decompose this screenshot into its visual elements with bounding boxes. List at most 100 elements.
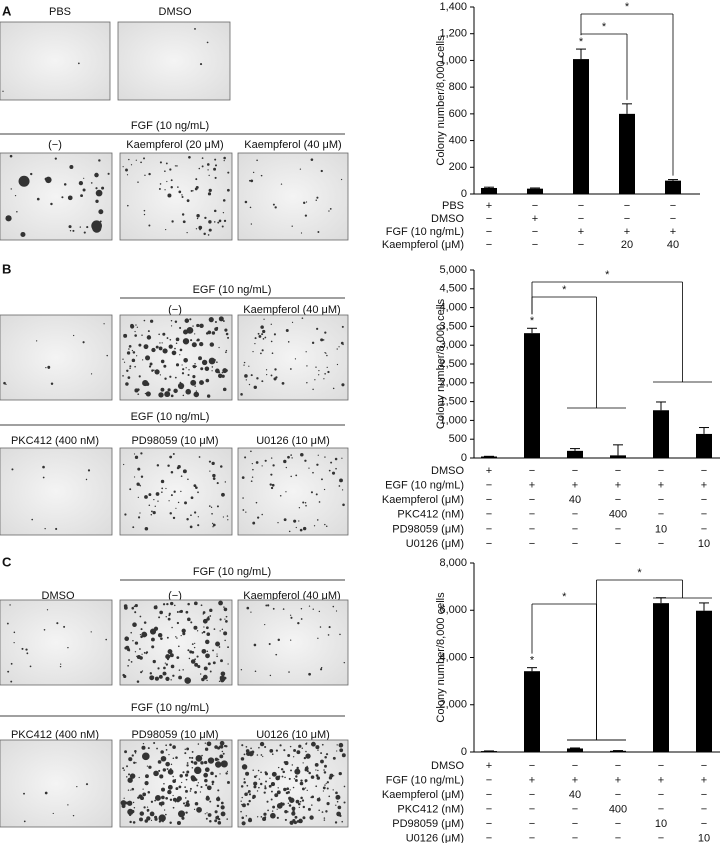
colony bbox=[204, 216, 207, 220]
colony bbox=[128, 158, 130, 161]
colony bbox=[227, 646, 229, 649]
colony bbox=[162, 332, 166, 336]
colony bbox=[222, 387, 227, 392]
colony bbox=[141, 631, 148, 638]
colony bbox=[193, 646, 196, 649]
colony bbox=[135, 762, 137, 764]
colony bbox=[106, 354, 108, 357]
colony bbox=[324, 764, 327, 768]
colony bbox=[142, 752, 150, 761]
colony bbox=[185, 778, 188, 781]
colony bbox=[138, 776, 140, 779]
colony bbox=[202, 630, 206, 634]
condition-cell: − bbox=[486, 509, 492, 521]
colony bbox=[227, 336, 230, 339]
colony bbox=[72, 334, 75, 337]
colony bbox=[320, 668, 323, 671]
y-tick-label: 4,000 bbox=[439, 651, 467, 663]
colony bbox=[300, 232, 303, 234]
micrograph bbox=[119, 447, 233, 536]
colony bbox=[123, 361, 126, 363]
colony bbox=[173, 490, 176, 493]
colony bbox=[82, 188, 86, 192]
colony bbox=[335, 467, 337, 470]
colony bbox=[254, 343, 256, 345]
colony bbox=[270, 790, 273, 793]
y-tick-label: 800 bbox=[449, 81, 467, 93]
bar bbox=[653, 603, 669, 752]
colony bbox=[160, 479, 165, 484]
colony bbox=[270, 323, 272, 325]
colony bbox=[295, 526, 297, 529]
colony bbox=[130, 164, 133, 166]
colony bbox=[158, 769, 161, 772]
significance: * bbox=[530, 315, 535, 327]
colony bbox=[319, 626, 322, 628]
colony bbox=[143, 806, 146, 809]
colony bbox=[204, 747, 209, 751]
condition-cell: − bbox=[532, 226, 538, 238]
colony bbox=[193, 625, 198, 630]
colony bbox=[186, 231, 188, 234]
colony bbox=[3, 381, 6, 385]
colony bbox=[241, 744, 244, 747]
colony bbox=[124, 750, 128, 754]
micrograph bbox=[0, 21, 111, 101]
group-label: FGF (10 ng/mL) bbox=[131, 702, 209, 714]
condition-cell: − bbox=[532, 200, 538, 212]
colony bbox=[207, 662, 211, 666]
colony bbox=[198, 356, 202, 361]
colony bbox=[159, 774, 164, 779]
colony bbox=[169, 601, 174, 606]
colony bbox=[324, 784, 326, 786]
colony bbox=[216, 482, 219, 485]
colony bbox=[143, 157, 146, 160]
colony bbox=[281, 382, 285, 385]
colony bbox=[25, 648, 28, 651]
colony bbox=[224, 328, 228, 332]
condition-cell: − bbox=[529, 789, 535, 801]
colony bbox=[198, 167, 201, 170]
colony bbox=[143, 319, 146, 322]
condition-cell: + bbox=[701, 480, 707, 492]
colony bbox=[341, 325, 344, 328]
colony bbox=[130, 789, 132, 791]
colony bbox=[198, 456, 201, 458]
colony bbox=[336, 811, 341, 817]
colony bbox=[279, 744, 282, 747]
image-label: DMSO bbox=[159, 6, 192, 18]
colony bbox=[165, 761, 170, 767]
colony bbox=[175, 363, 180, 367]
colony bbox=[167, 789, 172, 795]
colony bbox=[220, 760, 228, 768]
colony bbox=[176, 165, 178, 167]
colony bbox=[214, 158, 217, 161]
colony bbox=[167, 617, 171, 621]
colony bbox=[305, 753, 311, 759]
condition-cell: − bbox=[529, 803, 535, 815]
colony bbox=[208, 174, 210, 177]
colony bbox=[225, 620, 228, 623]
colony bbox=[140, 475, 144, 478]
colony bbox=[159, 342, 161, 344]
image-label: (−) bbox=[168, 590, 182, 602]
colony bbox=[170, 325, 173, 327]
colony bbox=[214, 327, 218, 332]
colony bbox=[324, 456, 326, 458]
colony bbox=[46, 609, 49, 611]
colony bbox=[296, 766, 299, 770]
colony bbox=[299, 781, 304, 786]
group-label: FGF (10 ng/mL) bbox=[193, 566, 271, 578]
bar bbox=[567, 450, 583, 458]
micrograph bbox=[119, 739, 233, 828]
colony bbox=[317, 637, 319, 640]
condition-label: PKC412 (nM) bbox=[397, 509, 464, 521]
colony bbox=[330, 461, 333, 464]
colony bbox=[157, 500, 159, 502]
colony bbox=[266, 374, 268, 376]
colony bbox=[264, 336, 267, 339]
colony bbox=[208, 317, 214, 323]
colony bbox=[258, 335, 262, 338]
colony bbox=[253, 643, 257, 647]
colony bbox=[131, 358, 136, 363]
